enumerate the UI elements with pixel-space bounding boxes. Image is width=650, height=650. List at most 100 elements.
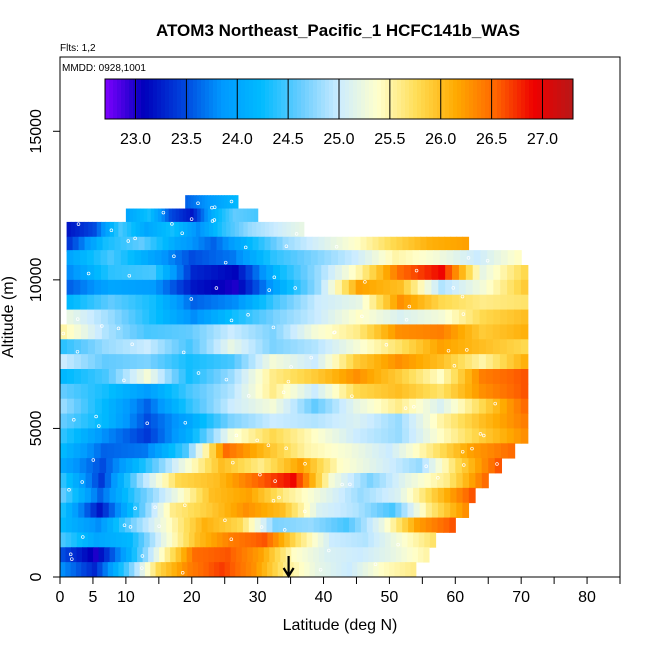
heat-cell <box>464 354 473 370</box>
heat-cell <box>133 502 140 518</box>
heat-cell <box>249 443 258 459</box>
sample-point <box>126 239 131 243</box>
heat-cell <box>304 250 312 266</box>
heat-cell <box>382 458 391 474</box>
sample-point <box>210 205 214 210</box>
heat-cell <box>66 339 75 355</box>
heat-cell <box>395 324 403 340</box>
heat-cell <box>437 473 445 489</box>
colorbar-swatch <box>269 79 274 119</box>
heat-cell <box>71 547 78 563</box>
heat-cell <box>432 250 441 266</box>
heat-cell <box>114 294 123 310</box>
heat-cell <box>488 458 496 474</box>
heat-cell <box>65 517 73 533</box>
heat-cell <box>207 208 212 224</box>
sample-point <box>286 379 291 384</box>
heat-cell <box>94 265 102 281</box>
heat-cell <box>178 428 187 444</box>
heat-cell <box>276 236 284 253</box>
heat-cell <box>399 250 407 266</box>
heat-cell <box>171 383 180 400</box>
heat-cell <box>328 309 336 325</box>
heat-cell <box>344 443 353 459</box>
heat-cell <box>143 369 152 385</box>
heat-cell <box>212 195 217 211</box>
heat-cell <box>133 208 138 224</box>
heat-cell <box>360 517 368 533</box>
heat-cell <box>192 383 201 400</box>
heat-cell <box>437 487 445 504</box>
heat-cell <box>402 517 409 533</box>
heat-cell <box>124 517 132 533</box>
sample-point <box>91 458 96 462</box>
heat-cell <box>307 279 315 296</box>
heat-cell <box>204 458 213 474</box>
heat-cell <box>390 517 397 533</box>
heat-cell <box>115 354 124 370</box>
heat-cell <box>210 195 214 211</box>
heat-cell <box>507 294 515 310</box>
heat-cell <box>84 502 92 518</box>
heat-cell <box>437 354 445 370</box>
heat-cell <box>338 487 346 504</box>
heat-cell <box>187 221 193 238</box>
heat-cell <box>346 383 354 400</box>
heat-cell <box>80 250 88 266</box>
heat-cell <box>199 383 208 400</box>
heat-cell <box>513 369 522 385</box>
heat-cell <box>297 502 305 518</box>
colorbar-swatch <box>349 79 354 119</box>
sample-point <box>293 286 297 290</box>
heat-cell <box>192 428 201 444</box>
heat-cell <box>304 398 312 414</box>
heat-cell <box>297 324 305 340</box>
heat-cell <box>118 221 124 238</box>
heat-cell <box>396 236 404 253</box>
heat-cell <box>269 547 276 563</box>
heat-cell <box>206 413 215 429</box>
heat-cell <box>71 517 79 533</box>
colorbar-tick-label: 25.0 <box>323 131 354 148</box>
heat-cell <box>263 250 271 266</box>
heat-cell <box>231 517 238 533</box>
heat-cell <box>494 443 502 459</box>
heat-cell <box>198 458 206 474</box>
heat-cell <box>277 221 283 238</box>
colorbar-swatch <box>117 79 122 119</box>
colorbar-tick-labels: 23.0 23.5 24.0 24.5 25.0 25.5 26.0 26.5 27.0 <box>120 79 558 148</box>
heat-cell <box>80 443 88 459</box>
heat-cell <box>75 562 82 577</box>
heat-cell <box>388 428 396 444</box>
heat-cell <box>290 443 299 459</box>
heat-cell <box>413 517 421 533</box>
heat-cell <box>369 279 377 296</box>
heat-cell <box>443 398 452 414</box>
heat-cell <box>66 413 75 429</box>
heat-cell <box>337 250 346 266</box>
heat-cell <box>212 502 220 518</box>
heat-cell <box>395 547 403 563</box>
heat-cell <box>186 547 193 563</box>
heat-cell <box>121 279 130 296</box>
heat-cell <box>341 562 348 577</box>
heat-cell <box>315 473 323 489</box>
sample-point <box>267 288 271 292</box>
heat-cell <box>66 398 75 414</box>
heat-cell <box>325 324 333 340</box>
heat-cell <box>402 339 410 355</box>
heat-cell <box>317 250 326 266</box>
heat-cell <box>446 443 455 459</box>
colorbar-swatch <box>341 79 346 119</box>
heat-cell <box>136 324 145 340</box>
heat-cell <box>334 532 341 548</box>
heat-cell <box>246 208 252 224</box>
heat-cell <box>94 369 103 385</box>
heat-cell <box>426 443 434 459</box>
heat-cell <box>197 547 204 563</box>
heat-cell <box>155 473 163 489</box>
heat-cell <box>207 195 211 211</box>
heat-cell <box>94 339 103 355</box>
heat-cell <box>353 324 361 340</box>
heat-cell <box>396 309 405 325</box>
